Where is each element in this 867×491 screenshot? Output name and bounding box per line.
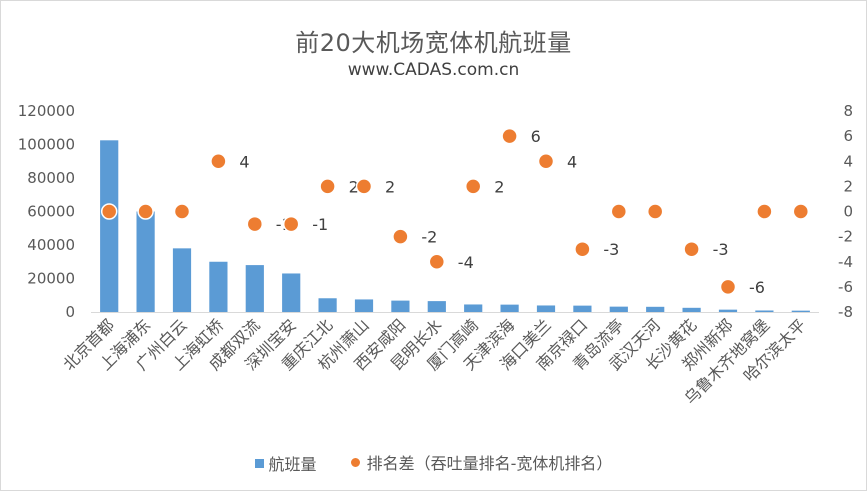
left-axis-tick-label: 20000 <box>27 270 75 288</box>
right-axis-tick-label: 4 <box>843 152 853 170</box>
bar-南京禄口 <box>573 305 592 312</box>
rank-diff-point <box>610 203 628 220</box>
right-axis-tick-label: -2 <box>838 228 853 246</box>
bar-郑州新郑 <box>718 309 738 312</box>
rank-diff-data-label: 4 <box>567 152 577 171</box>
rank-diff-point <box>501 127 518 145</box>
rank-diff-point <box>319 178 336 195</box>
rank-diff-point <box>719 278 737 296</box>
bar-重庆江北 <box>318 298 337 312</box>
rank-diff-data-label: 6 <box>531 127 541 146</box>
legend-item-rank-diff: 排名差（吞吐量排名-宽体机排名） <box>349 450 613 474</box>
rank-diff-data-label: -3 <box>713 240 729 259</box>
rank-diff-point <box>464 178 482 195</box>
right-axis-tick-label: 6 <box>843 127 853 145</box>
bar-昆明长水 <box>427 301 446 312</box>
bar-厦门高崎 <box>464 304 483 312</box>
right-axis-tick-label: 8 <box>843 102 853 120</box>
rank-diff-data-label: -2 <box>421 228 437 247</box>
rank-diff-point <box>137 203 154 220</box>
legend-swatch-dot <box>349 456 361 468</box>
legend-label-rank-diff: 排名差（吞吐量排名-宽体机排名） <box>366 454 613 473</box>
right-axis-tick-label: -8 <box>838 303 853 321</box>
bar-上海虹桥 <box>209 261 228 312</box>
bar-上海浦东 <box>136 211 155 312</box>
bar-海口美兰 <box>536 305 556 312</box>
legend-label-flights: 航班量 <box>268 455 317 474</box>
rank-diff-point <box>173 203 191 220</box>
rank-diff-point <box>282 215 300 233</box>
rank-diff-point <box>574 240 591 258</box>
left-axis-tick-label: 120000 <box>18 102 75 120</box>
rank-diff-data-label: -4 <box>458 253 474 272</box>
legend-item-flights: 航班量 <box>254 451 317 475</box>
left-axis-tick-label: 80000 <box>27 169 75 187</box>
rank-diff-point <box>646 203 664 220</box>
bar-哈尔滨太平 <box>791 310 810 312</box>
bar-天津滨海 <box>500 304 519 312</box>
bar-乌鲁木齐地窝堡 <box>755 310 774 312</box>
right-axis-tick-label: -6 <box>838 278 853 296</box>
left-axis-tick-label: 100000 <box>18 136 75 154</box>
right-axis-tick-label: 2 <box>843 177 853 195</box>
bar-青岛流亭 <box>609 306 628 312</box>
rank-diff-data-label: 4 <box>239 152 249 171</box>
rank-diff-data-label: 2 <box>494 177 504 196</box>
bar-武汉天河 <box>646 306 665 312</box>
left-axis-tick-label: 40000 <box>27 236 75 254</box>
rank-diff-point <box>210 153 227 170</box>
chart-title: 前20大机场宽体机航班量 <box>295 29 572 57</box>
rank-diff-data-label: -3 <box>603 240 619 259</box>
rank-diff-point <box>246 215 264 233</box>
bar-广州白云 <box>172 248 192 312</box>
rank-diff-point <box>683 240 700 258</box>
rank-diff-data-label: 2 <box>349 177 359 196</box>
rank-diff-data-label: -6 <box>749 278 765 297</box>
rank-diff-data-label: -1 <box>312 215 328 234</box>
bar-深圳宝安 <box>282 273 301 312</box>
rank-diff-point <box>756 203 773 220</box>
rank-diff-point <box>428 253 446 270</box>
bar-西安咸阳 <box>391 300 410 312</box>
left-axis-tick-label: 0 <box>65 303 75 321</box>
chart-legend: 航班量 排名差（吞吐量排名-宽体机排名） <box>1 450 866 475</box>
bar-北京首都 <box>100 140 119 312</box>
legend-swatch-bar <box>254 458 264 468</box>
bar-成都双流 <box>245 265 264 312</box>
rank-diff-point <box>355 178 373 195</box>
rank-diff-point <box>392 228 409 245</box>
left-axis-tick-label: 60000 <box>27 203 75 221</box>
right-axis-tick-label: -4 <box>838 253 853 271</box>
rank-diff-data-label: 2 <box>385 177 395 196</box>
bar-长沙黄花 <box>682 307 701 312</box>
rank-diff-point <box>792 203 810 220</box>
right-axis-tick-label: 0 <box>843 203 853 221</box>
rank-diff-point <box>100 203 118 220</box>
chart-subtitle: www.CADAS.com.cn <box>347 60 520 80</box>
bar-杭州萧山 <box>354 299 374 312</box>
rank-diff-point <box>537 153 555 170</box>
